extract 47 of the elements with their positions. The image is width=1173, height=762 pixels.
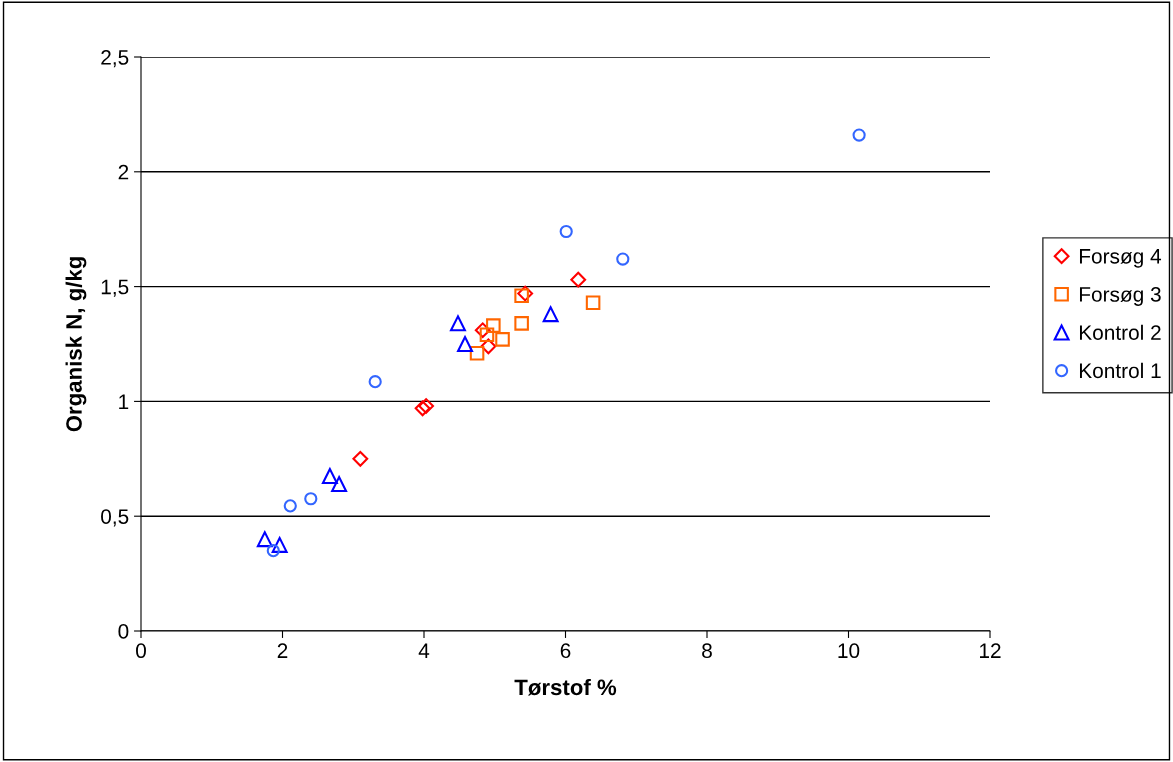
point [256,531,273,548]
point [266,544,280,558]
point [331,476,348,493]
y-tick-label: 2,5 [101,50,129,68]
point [479,327,495,343]
y-axis-title: Organisk N, g/kg [65,257,87,432]
y-tick-label: 0,5 [101,509,129,527]
point [304,492,318,506]
point [559,224,573,239]
point [570,271,587,288]
x-tick-label: 6 [560,643,571,659]
x-tick-label: 0 [136,643,146,659]
legend-label: Kontrol 2 [1079,324,1161,340]
legend-label: Kontrol 1 [1079,362,1161,379]
point [514,288,529,304]
point [585,295,601,310]
point [517,285,534,302]
point [352,450,369,467]
y-tick-label: 1 [119,394,129,409]
legend-label: Forsøg 3 [1079,287,1161,306]
point [480,338,497,355]
point [283,499,297,513]
x-axis-title: Tørstof % [514,678,617,696]
point [271,536,288,553]
legend-label: Forsøg 4 [1079,249,1162,268]
x-tick-label: 2 [277,643,288,658]
x-tick-label: 8 [702,643,712,659]
y-tick-label: 2 [118,164,129,180]
y-tick-label: 1,5 [101,279,129,297]
point [418,398,435,414]
point [474,322,491,339]
point [542,306,559,323]
point [616,252,630,266]
point [457,336,474,352]
point [852,128,866,142]
point [495,332,510,347]
point [469,345,485,361]
point [486,318,501,333]
point [414,400,431,417]
point [321,468,338,484]
x-tick-label: 10 [838,643,860,659]
x-tick-label: 12 [980,643,1001,658]
point [449,315,466,332]
x-tick-label: 4 [418,643,430,658]
point [368,375,382,389]
y-tick-label: 0 [118,624,129,639]
point [514,316,529,331]
